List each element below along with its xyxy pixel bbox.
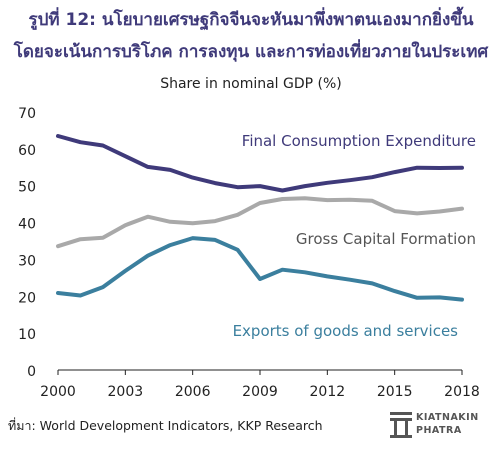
series-line-1 xyxy=(56,196,464,249)
y-tick-label-0: 0 xyxy=(27,364,36,380)
x-tick-label-2000: 2000 xyxy=(40,384,76,400)
series-line-0 xyxy=(56,134,464,193)
x-tick-label-2015: 2015 xyxy=(377,384,413,400)
chart-subtitle: Share in nominal GDP (%) xyxy=(160,76,342,92)
x-tick-label-2006: 2006 xyxy=(175,384,211,400)
kiatnakin-phatra-logo: KIATNAKIN PHATRA xyxy=(388,408,498,444)
logo-text-line-1: KIATNAKIN xyxy=(416,412,479,423)
y-tick-label-40: 40 xyxy=(18,217,36,233)
x-tick-label-2003: 2003 xyxy=(108,384,144,400)
y-tick-label-70: 70 xyxy=(18,106,36,122)
y-tick-label-20: 20 xyxy=(18,290,36,306)
y-tick-label-50: 50 xyxy=(18,180,36,196)
x-tick-label-2018: 2018 xyxy=(444,384,480,400)
logo-mark-icon xyxy=(390,412,412,438)
x-tick-label-2009: 2009 xyxy=(242,384,278,400)
y-tick-label-30: 30 xyxy=(18,253,36,269)
y-tick-label-60: 60 xyxy=(18,143,36,159)
source-note: ที่มา: World Development Indicators, KKP… xyxy=(8,418,323,433)
series-label-2: Exports of goods and services xyxy=(233,322,459,340)
chart-title-line-1: รูปที่ 12: นโยบายเศรษฐกิจจีนจะหันมาพึ่งพ… xyxy=(28,10,474,30)
series-label-1: Gross Capital Formation xyxy=(296,230,476,248)
y-tick-label-10: 10 xyxy=(18,327,36,343)
logo-text-line-2: PHATRA xyxy=(416,425,462,436)
chart-title-line-2: โดยจะเน้นการบริโภค การลงทุน และการท่องเท… xyxy=(13,42,489,62)
x-tick-label-2012: 2012 xyxy=(310,384,346,400)
series-line-2 xyxy=(56,236,464,302)
series-label-0: Final Consumption Expenditure xyxy=(242,132,476,150)
